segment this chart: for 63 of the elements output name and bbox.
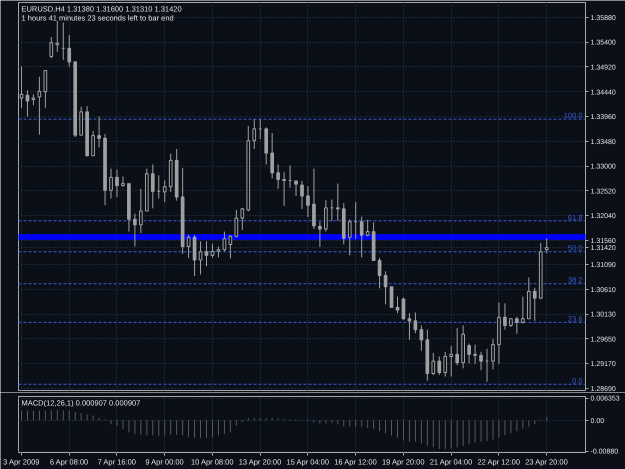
candlestick (467, 343, 471, 364)
candlestick (396, 296, 400, 314)
candlestick (26, 90, 30, 118)
candlestick (222, 231, 226, 252)
candlestick (192, 234, 196, 276)
candlestick (186, 234, 190, 258)
candlestick (133, 213, 137, 248)
candlestick (67, 34, 72, 67)
candlestick (455, 328, 460, 366)
candlestick (109, 168, 113, 200)
candlestick (336, 183, 340, 222)
candlestick (479, 351, 483, 371)
candlestick (414, 312, 418, 334)
candlestick (306, 186, 310, 218)
candlestick (276, 164, 280, 190)
candlestick (162, 180, 167, 203)
candlestick (420, 324, 424, 352)
candlestick (240, 207, 244, 231)
candlestick (491, 338, 495, 370)
candlestick (348, 218, 352, 256)
candlestick (121, 176, 125, 188)
candlestick (198, 240, 202, 275)
candlestick (91, 130, 95, 156)
candlestick (360, 216, 364, 258)
candlestick (443, 351, 448, 378)
candlestick (55, 20, 60, 53)
candlestick (228, 234, 232, 259)
candlestick (300, 180, 304, 210)
candlestick (270, 132, 274, 179)
candlestick (139, 188, 143, 234)
candlestick (44, 70, 48, 108)
candlestick (318, 221, 322, 248)
candlestick (32, 94, 36, 106)
candlestick (378, 257, 382, 289)
candlestick (384, 270, 388, 305)
candlestick (115, 169, 119, 198)
candlestick (49, 36, 54, 59)
candlestick (402, 297, 406, 320)
candlestick (520, 296, 525, 324)
candlestick (79, 106, 84, 136)
candlestick (431, 352, 436, 376)
candlestick (408, 312, 412, 340)
candlestick (390, 286, 394, 308)
candlestick (449, 346, 454, 378)
candlestick (216, 246, 220, 258)
candlestick (252, 118, 256, 150)
candlestick (312, 168, 316, 230)
candlestick (532, 287, 537, 322)
candlestick (282, 172, 286, 206)
candlestick (294, 180, 298, 196)
candlestick (204, 240, 208, 267)
candlestick (38, 76, 42, 136)
candlestick (366, 219, 370, 237)
candlestick (473, 344, 477, 365)
candlestick (437, 356, 442, 376)
candlestick (324, 200, 328, 232)
candlestick (515, 316, 519, 334)
candlestick (234, 209, 238, 238)
candlestick (210, 243, 214, 258)
candlestick (503, 302, 507, 330)
candlestick (150, 164, 155, 209)
candlestick (544, 238, 549, 254)
candlestick (97, 116, 101, 148)
